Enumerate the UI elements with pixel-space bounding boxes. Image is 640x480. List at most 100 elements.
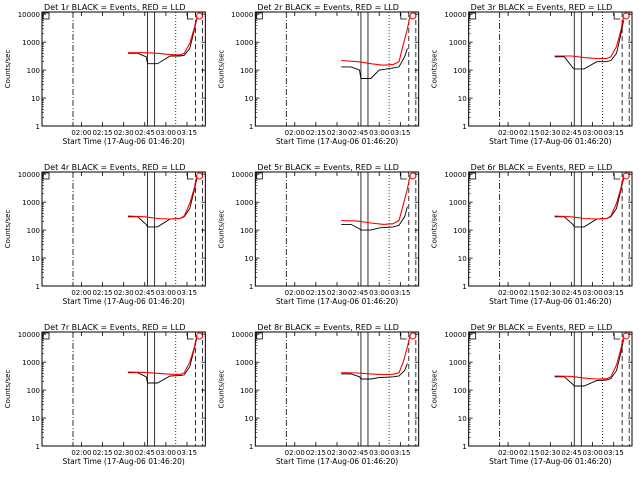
y-tick-label: 10000 <box>18 331 40 339</box>
start-box-glyph <box>42 332 50 340</box>
series-lld-line <box>554 175 625 220</box>
x-tick-label: 02:30 <box>114 289 134 297</box>
peak-circle-glyph <box>409 172 417 180</box>
y-tick-label: 100 <box>453 227 466 235</box>
x-tick-label: 02:30 <box>540 129 560 137</box>
start-box-glyph <box>255 172 263 180</box>
x-tick-label: 02:45 <box>348 129 368 137</box>
x-tick-label: 03:15 <box>604 289 624 297</box>
x-tick-label: 02:15 <box>92 129 112 137</box>
y-tick-label: 10000 <box>444 331 466 339</box>
chart-panel-1: Det 1r BLACK = Events, RED = LLD 1 10 100 10… <box>4 3 206 146</box>
series-lld-line <box>341 15 411 66</box>
plot-frame <box>468 331 633 447</box>
l-bracket-glyph <box>400 13 407 20</box>
y-tick-label: 1000 <box>22 199 40 207</box>
l-bracket-glyph <box>187 333 194 340</box>
x-axis-label: Start Time (17-Aug-06 01:46:20) <box>62 137 184 146</box>
y-tick-label: 100 <box>27 67 40 75</box>
series-lld-line <box>127 175 198 220</box>
chart-title: Det 1r BLACK = Events, RED = LLD <box>44 3 186 12</box>
x-tick-label: 02:15 <box>306 289 326 297</box>
chart-title: Det 3r BLACK = Events, RED = LLD <box>471 3 613 12</box>
l-bracket-glyph <box>187 13 194 20</box>
y-tick-label: 1 <box>249 123 253 131</box>
y-axis-label: Counts/sec <box>431 50 439 89</box>
peak-circle-glyph <box>409 12 417 20</box>
series-lld-line <box>341 334 411 376</box>
peak-circle-glyph <box>622 12 630 20</box>
series-events-line <box>127 337 198 384</box>
chart-panel-2: Det 2r BLACK = Events, RED = LLD 1 10 100 10… <box>217 3 420 146</box>
y-tick-label: 100 <box>240 227 253 235</box>
x-tick-label: 03:15 <box>177 449 197 457</box>
series-events-line <box>554 339 625 387</box>
l-bracket-glyph <box>613 333 621 340</box>
x-tick-label: 02:00 <box>498 449 518 457</box>
plot-frame <box>254 11 420 127</box>
x-axis-label: Start Time (17-Aug-06 01:46:20) <box>489 137 611 146</box>
y-axis-label: Counts/sec <box>217 210 225 249</box>
peak-circle-glyph <box>195 12 203 20</box>
y-tick-label: 100 <box>27 387 40 395</box>
x-tick-label: 03:00 <box>582 129 602 137</box>
series-events-line <box>127 178 198 228</box>
x-tick-label: 02:30 <box>327 129 347 137</box>
x-tick-label: 02:45 <box>135 289 155 297</box>
y-tick-label: 10 <box>458 95 467 103</box>
l-bracket-glyph <box>613 13 621 20</box>
x-tick-label: 03:00 <box>156 129 176 137</box>
y-tick-label: 1 <box>462 123 466 131</box>
peak-circle-glyph <box>622 332 630 340</box>
plot-frame <box>41 331 206 447</box>
series-events-line <box>341 206 408 231</box>
x-tick-label: 03:15 <box>177 129 197 137</box>
y-tick-label: 10 <box>31 415 40 423</box>
y-tick-label: 1000 <box>449 199 467 207</box>
x-tick-label: 02:00 <box>285 129 305 137</box>
x-tick-label: 03:00 <box>156 449 176 457</box>
l-bracket-glyph <box>187 173 194 180</box>
y-tick-label: 10 <box>244 415 253 423</box>
x-tick-label: 02:00 <box>71 289 91 297</box>
y-tick-label: 100 <box>453 67 466 75</box>
x-tick-label: 02:30 <box>540 289 560 297</box>
x-tick-label: 02:45 <box>348 289 368 297</box>
x-tick-label: 02:15 <box>519 449 539 457</box>
x-tick-label: 02:15 <box>306 449 326 457</box>
series-lld-line <box>127 335 198 376</box>
x-tick-label: 02:30 <box>114 449 134 457</box>
x-tick-label: 03:15 <box>390 129 410 137</box>
y-tick-label: 1 <box>36 443 40 451</box>
plot-frame <box>41 171 206 287</box>
plot-frame <box>254 171 420 287</box>
y-tick-label: 10000 <box>231 171 253 179</box>
series-events-line <box>341 363 408 380</box>
chart-panel-9: Det 9r BLACK = Events, RED = LLD 1 10 100 10… <box>431 323 633 466</box>
y-tick-label: 1 <box>249 443 253 451</box>
y-tick-label: 1 <box>462 283 466 291</box>
chart-panel-8: Det 8r BLACK = Events, RED = LLD 1 10 100 10… <box>217 323 420 466</box>
y-tick-label: 100 <box>240 67 253 75</box>
y-axis-label: Counts/sec <box>4 370 12 409</box>
x-tick-label: 02:00 <box>71 129 91 137</box>
chart-title: Det 7r BLACK = Events, RED = LLD <box>44 323 186 332</box>
x-tick-label: 02:15 <box>306 129 326 137</box>
x-tick-label: 02:30 <box>327 449 347 457</box>
x-tick-label: 03:00 <box>369 289 389 297</box>
y-tick-label: 1000 <box>236 199 254 207</box>
chart-title: Det 6r BLACK = Events, RED = LLD <box>471 163 613 172</box>
x-axis-label: Start Time (17-Aug-06 01:46:20) <box>489 457 611 466</box>
chart-title: Det 8r BLACK = Events, RED = LLD <box>257 323 399 332</box>
plot-frame <box>468 171 633 287</box>
chart-title: Det 5r BLACK = Events, RED = LLD <box>257 163 399 172</box>
y-tick-label: 100 <box>240 387 253 395</box>
x-tick-label: 03:00 <box>369 449 389 457</box>
y-tick-label: 10000 <box>18 171 40 179</box>
series-events-line <box>554 20 625 70</box>
x-tick-label: 02:00 <box>498 289 518 297</box>
y-axis-label: Counts/sec <box>4 50 12 89</box>
x-tick-label: 02:45 <box>135 129 155 137</box>
series-lld-line <box>127 16 198 56</box>
